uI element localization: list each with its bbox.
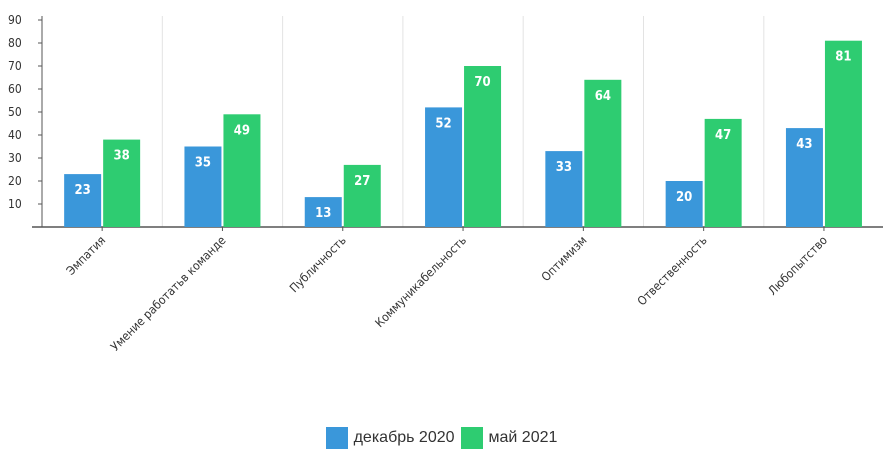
x-category-label: Оптимизм: [539, 233, 590, 284]
bar: [184, 146, 222, 227]
bar: [103, 139, 141, 227]
data-label: 33: [556, 160, 572, 175]
bar: [785, 128, 823, 227]
bar: [464, 66, 502, 227]
data-label: 52: [435, 116, 451, 131]
x-category-label: Любопытство: [765, 233, 830, 298]
bar: [824, 40, 862, 228]
bar: [425, 107, 463, 227]
bar: [304, 197, 342, 227]
bar: [223, 114, 261, 227]
legend: декабрь 2020 май 2021: [0, 426, 883, 450]
data-label: 13: [315, 206, 331, 221]
y-tick-label: 40: [8, 128, 22, 142]
data-label: 23: [75, 183, 91, 198]
legend-item-dec-2020[interactable]: декабрь 2020: [325, 427, 455, 449]
bar: [584, 79, 622, 227]
data-label: 49: [234, 123, 250, 138]
bar: [704, 118, 742, 227]
data-label: 20: [676, 190, 692, 205]
data-label: 64: [595, 89, 611, 104]
x-category-label: Эмпатия: [64, 233, 109, 278]
legend-swatch-dec-2020: [325, 427, 348, 449]
data-label: 35: [195, 156, 211, 171]
x-category-label: Коммуникабельность: [372, 233, 469, 330]
data-label: 70: [474, 75, 490, 90]
data-label: 38: [114, 149, 130, 164]
y-tick-label: 70: [8, 59, 22, 73]
bar: [343, 164, 381, 227]
bar: [64, 174, 102, 227]
y-tick-label: 90: [8, 13, 22, 27]
y-tick-label: 10: [8, 197, 22, 211]
y-tick-label: 20: [8, 174, 22, 188]
y-tick-label: 50: [8, 105, 22, 119]
bar-chart: 10 20 30 40 50 60 70 80 90 23 38 Эмпатия 35 49 Умение …: [8, 13, 883, 354]
legend-swatch-may-2021: [460, 427, 483, 449]
bar: [545, 151, 583, 227]
y-tick-label: 80: [8, 36, 22, 50]
legend-label-dec-2020: декабрь 2020: [353, 429, 455, 446]
bar: [665, 181, 703, 227]
data-label: 27: [354, 174, 370, 189]
data-label: 43: [796, 137, 812, 152]
y-tick-label: 60: [8, 82, 22, 96]
x-category-label: Публичность: [287, 233, 349, 295]
data-label: 81: [835, 50, 851, 65]
data-label: 47: [715, 128, 731, 143]
legend-label-may-2021: май 2021: [488, 429, 558, 446]
x-category-label: Отвественность: [635, 233, 710, 308]
legend-item-may-2021[interactable]: май 2021: [460, 427, 558, 449]
y-tick-label: 30: [8, 151, 22, 165]
x-category-label: Умение работатьв команде: [108, 233, 229, 354]
